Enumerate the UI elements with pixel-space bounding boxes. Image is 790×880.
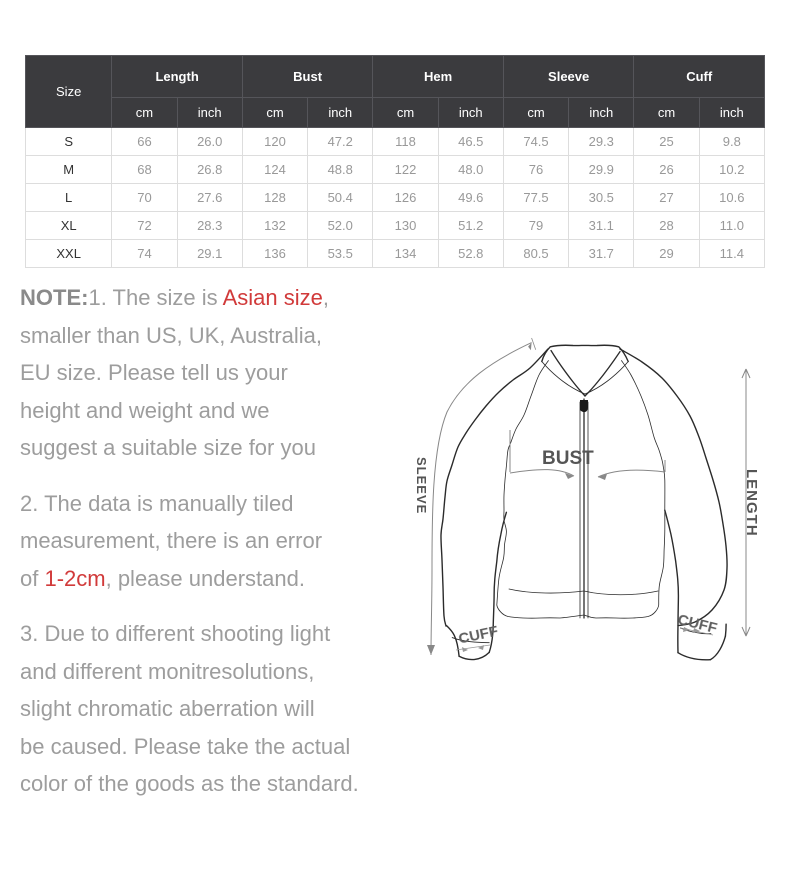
- svg-text:BUST: BUST: [542, 448, 594, 469]
